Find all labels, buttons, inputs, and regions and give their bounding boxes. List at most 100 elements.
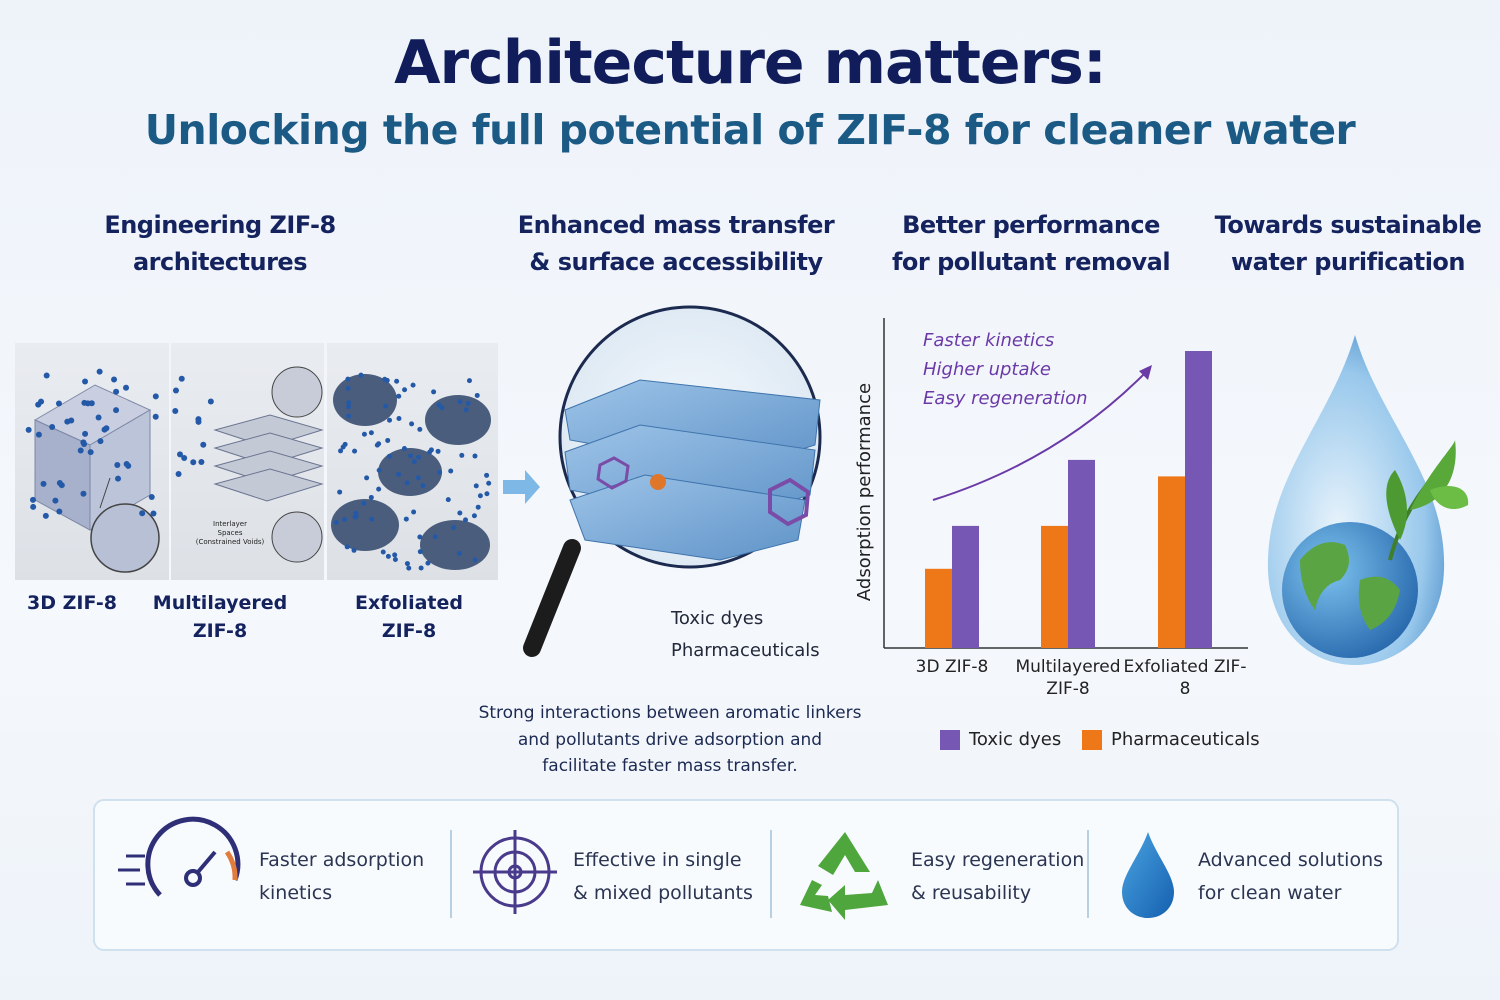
particle <box>456 550 462 556</box>
particle <box>152 413 159 420</box>
bar <box>1185 351 1212 648</box>
particle <box>333 519 339 525</box>
particle <box>338 448 344 454</box>
subtitle: Unlocking the full potential of ZIF-8 fo… <box>144 106 1356 154</box>
particle <box>463 407 469 413</box>
particle <box>30 503 37 510</box>
particle <box>84 400 91 407</box>
y-axis-label: Adsorption performance <box>854 383 875 601</box>
particle <box>380 549 386 555</box>
particle <box>448 468 454 474</box>
particle <box>472 557 478 563</box>
particle <box>95 414 102 421</box>
particle <box>406 565 412 571</box>
target-icon <box>473 830 557 914</box>
particle <box>376 441 382 447</box>
particle <box>177 451 184 458</box>
zif-particles <box>25 368 492 571</box>
particle <box>207 398 214 405</box>
particle <box>29 496 36 503</box>
column-heading: Better performance for pollutant removal <box>881 207 1181 281</box>
caption-line: Strong interactions between aromatic lin… <box>478 703 862 723</box>
magnifier-label: Toxic dyes <box>671 608 764 629</box>
particle <box>369 516 375 522</box>
particle <box>404 561 410 567</box>
particle <box>148 494 155 501</box>
particle <box>471 513 477 519</box>
architecture-label: 3D ZIF-8 <box>0 589 152 617</box>
label-line: Interlayer <box>213 520 247 528</box>
particle <box>383 403 389 409</box>
x-tick-label: 3D ZIF-8 <box>915 657 989 677</box>
particle <box>87 449 94 456</box>
legend-label: Toxic dyes <box>969 729 1062 750</box>
particle <box>346 413 352 419</box>
particle <box>52 497 59 504</box>
particle <box>368 430 374 436</box>
particle <box>435 448 441 454</box>
particle <box>56 508 63 515</box>
architecture-label: Exfoliated ZIF-8 <box>329 589 489 645</box>
heading-line: water purification <box>1231 248 1466 276</box>
column-heading: Engineering ZIF-8 architectures <box>70 207 370 281</box>
particle <box>396 393 402 399</box>
particle <box>200 441 207 448</box>
caption: Strong interactions between aromatic lin… <box>450 700 890 780</box>
chart-annotation: Higher uptake <box>923 359 1051 380</box>
x-tick-label: Multilayered ZIF-8 <box>1015 657 1121 699</box>
particle <box>353 510 359 516</box>
particle <box>417 549 423 555</box>
feature-line: Faster adsorption <box>259 849 425 871</box>
label-line: Spaces <box>217 529 243 537</box>
particle <box>457 399 463 405</box>
particle <box>115 475 122 482</box>
label-line: Exfoliated <box>355 592 463 614</box>
bar <box>925 568 952 648</box>
particle <box>420 483 426 489</box>
particle <box>418 565 424 571</box>
particle <box>345 404 351 410</box>
particle <box>337 489 343 495</box>
particle <box>432 534 438 540</box>
particle <box>392 552 398 558</box>
label-line: 3D ZIF-8 <box>27 592 117 614</box>
particle <box>358 372 364 378</box>
particle <box>385 553 391 559</box>
particle <box>386 453 392 459</box>
particle <box>474 392 480 398</box>
inset-label: Interlayer Spaces (Constrained Voids) <box>185 520 275 547</box>
particle <box>404 480 410 486</box>
chart-annotation: Faster kinetics <box>923 330 1055 351</box>
particle <box>77 447 84 454</box>
particle <box>402 387 408 393</box>
particle <box>123 384 130 391</box>
particle <box>472 453 478 459</box>
particle <box>198 458 205 465</box>
particle <box>152 393 159 400</box>
particle <box>25 426 32 433</box>
particle <box>80 490 87 497</box>
particle <box>439 405 445 411</box>
particle <box>376 486 382 492</box>
particle <box>178 375 185 382</box>
heading-line: for pollutant removal <box>891 248 1171 276</box>
label-line: Multilayered <box>152 592 288 614</box>
particle <box>409 421 415 427</box>
particle <box>43 372 50 379</box>
trend-arrow-head <box>1139 365 1152 380</box>
title: Architecture matters: <box>394 28 1107 98</box>
particle <box>64 418 71 425</box>
particle <box>40 480 47 487</box>
particle <box>384 377 390 383</box>
particle <box>80 439 87 446</box>
particle <box>56 479 63 486</box>
particle <box>123 461 130 468</box>
particle <box>415 454 421 460</box>
particle <box>394 378 400 384</box>
label-line: (Constrained Voids) <box>195 538 265 546</box>
particle <box>396 471 402 477</box>
particle <box>181 455 188 462</box>
particle <box>364 475 370 481</box>
particle <box>437 469 443 475</box>
